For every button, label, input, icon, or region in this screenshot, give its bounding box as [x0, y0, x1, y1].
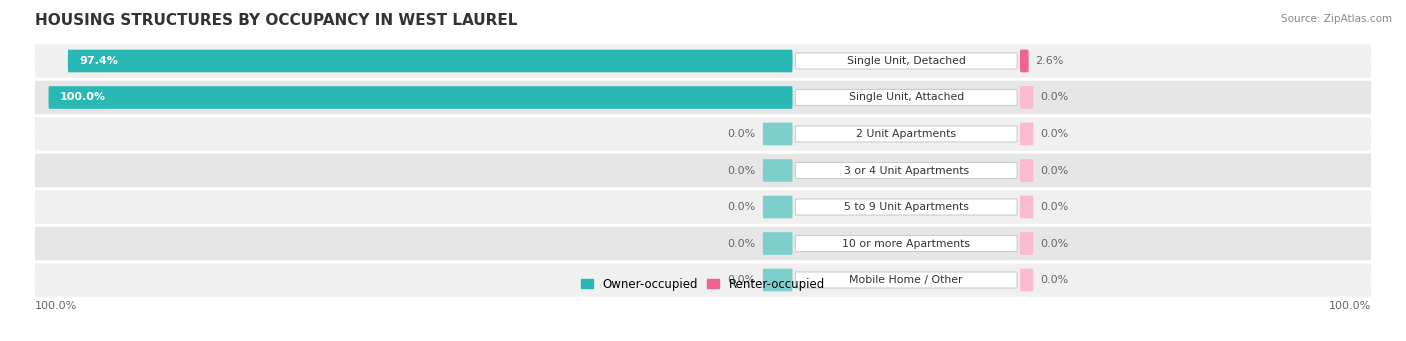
Text: 5 to 9 Unit Apartments: 5 to 9 Unit Apartments: [844, 202, 969, 212]
Text: 100.0%: 100.0%: [59, 92, 105, 103]
Text: Single Unit, Detached: Single Unit, Detached: [846, 56, 966, 66]
FancyBboxPatch shape: [763, 232, 793, 255]
Text: 0.0%: 0.0%: [728, 165, 756, 176]
FancyBboxPatch shape: [35, 263, 1371, 297]
FancyBboxPatch shape: [796, 126, 1017, 142]
Text: 3 or 4 Unit Apartments: 3 or 4 Unit Apartments: [844, 165, 969, 176]
Text: 0.0%: 0.0%: [1040, 165, 1069, 176]
Text: 0.0%: 0.0%: [1040, 129, 1069, 139]
Text: Mobile Home / Other: Mobile Home / Other: [849, 275, 963, 285]
FancyBboxPatch shape: [1019, 269, 1033, 291]
Text: 0.0%: 0.0%: [1040, 202, 1069, 212]
FancyBboxPatch shape: [796, 53, 1017, 69]
Text: 0.0%: 0.0%: [1040, 92, 1069, 103]
FancyBboxPatch shape: [35, 44, 1371, 78]
FancyBboxPatch shape: [35, 190, 1371, 224]
FancyBboxPatch shape: [763, 123, 793, 145]
Text: 0.0%: 0.0%: [728, 275, 756, 285]
Text: 2 Unit Apartments: 2 Unit Apartments: [856, 129, 956, 139]
FancyBboxPatch shape: [35, 117, 1371, 151]
FancyBboxPatch shape: [796, 272, 1017, 288]
Text: Single Unit, Attached: Single Unit, Attached: [849, 92, 965, 103]
FancyBboxPatch shape: [35, 81, 1371, 114]
FancyBboxPatch shape: [796, 162, 1017, 179]
Text: 10 or more Apartments: 10 or more Apartments: [842, 238, 970, 249]
Text: 0.0%: 0.0%: [1040, 275, 1069, 285]
Text: 0.0%: 0.0%: [728, 238, 756, 249]
Text: 0.0%: 0.0%: [728, 129, 756, 139]
Text: HOUSING STRUCTURES BY OCCUPANCY IN WEST LAUREL: HOUSING STRUCTURES BY OCCUPANCY IN WEST …: [35, 13, 517, 28]
FancyBboxPatch shape: [1019, 50, 1029, 72]
FancyBboxPatch shape: [1019, 232, 1033, 255]
FancyBboxPatch shape: [35, 227, 1371, 260]
Text: 100.0%: 100.0%: [1329, 301, 1371, 311]
Text: 100.0%: 100.0%: [35, 301, 77, 311]
FancyBboxPatch shape: [67, 50, 793, 72]
Text: 2.6%: 2.6%: [1036, 56, 1064, 66]
Text: 0.0%: 0.0%: [728, 202, 756, 212]
FancyBboxPatch shape: [1019, 123, 1033, 145]
FancyBboxPatch shape: [796, 199, 1017, 215]
FancyBboxPatch shape: [35, 154, 1371, 187]
FancyBboxPatch shape: [796, 89, 1017, 105]
FancyBboxPatch shape: [763, 159, 793, 182]
Legend: Owner-occupied, Renter-occupied: Owner-occupied, Renter-occupied: [576, 273, 830, 295]
FancyBboxPatch shape: [763, 269, 793, 291]
Text: 97.4%: 97.4%: [79, 56, 118, 66]
FancyBboxPatch shape: [1019, 159, 1033, 182]
FancyBboxPatch shape: [796, 236, 1017, 252]
Text: 0.0%: 0.0%: [1040, 238, 1069, 249]
FancyBboxPatch shape: [1019, 86, 1033, 109]
Text: Source: ZipAtlas.com: Source: ZipAtlas.com: [1281, 14, 1392, 24]
FancyBboxPatch shape: [1019, 196, 1033, 218]
FancyBboxPatch shape: [763, 196, 793, 218]
FancyBboxPatch shape: [48, 86, 793, 109]
